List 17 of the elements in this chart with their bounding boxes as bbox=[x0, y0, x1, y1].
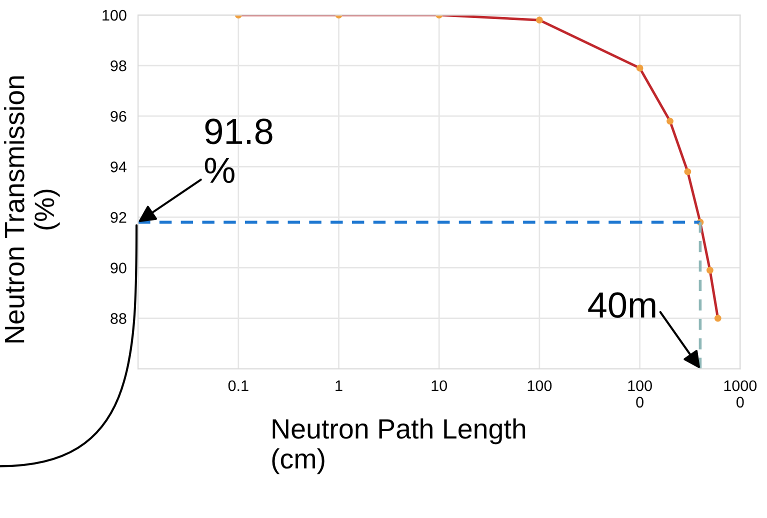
y-tick-label: 90 bbox=[110, 262, 126, 274]
y-tick-label: 88 bbox=[110, 313, 126, 324]
ref-line-label: 91.8 % bbox=[204, 118, 272, 184]
x-tick-label: 0.1 bbox=[228, 380, 248, 392]
x-tick-label: 100 0 bbox=[628, 380, 652, 408]
x-tick-label: 100 bbox=[528, 380, 552, 392]
x-tick-label: 1 bbox=[336, 380, 342, 391]
x-tick-label: 1000 0 bbox=[724, 380, 757, 408]
x-axis-title: Neutron Path Length (cm) bbox=[272, 418, 526, 474]
y-tick-label: 94 bbox=[110, 162, 127, 172]
y-tick-label: 100 bbox=[102, 10, 126, 21]
ref-line-label: 40m bbox=[588, 292, 656, 318]
y-tick-label: 96 bbox=[110, 110, 126, 122]
y-tick-label: 98 bbox=[110, 60, 126, 72]
y-tick-label: 92 bbox=[110, 212, 126, 223]
y-axis-title: Neutron Transmission (%) bbox=[4, 76, 60, 342]
x-tick-label: 10 bbox=[432, 380, 448, 392]
